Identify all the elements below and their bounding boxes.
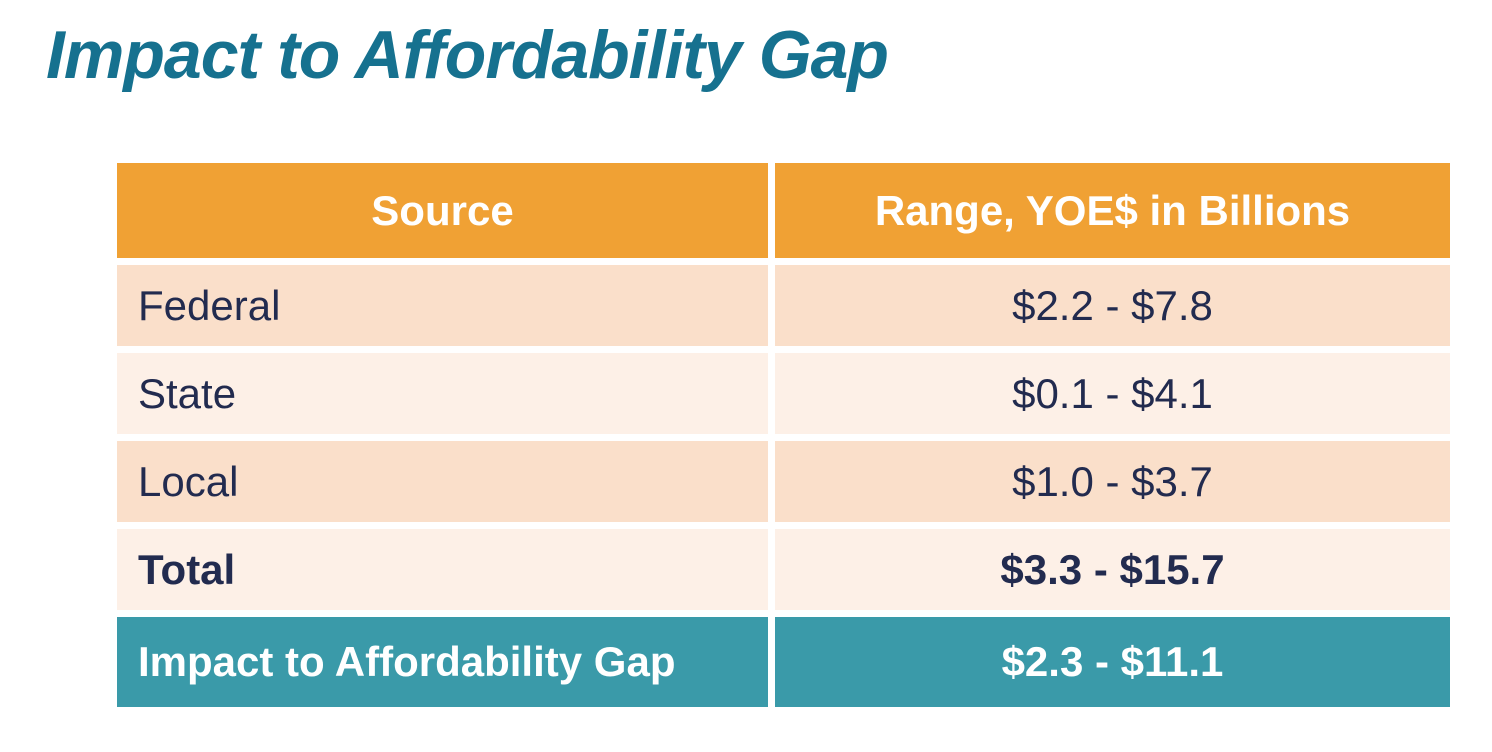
row-impact-source: Impact to Affordability Gap xyxy=(117,617,768,707)
affordability-gap-table: Source Range, YOE$ in Billions Federal $… xyxy=(117,163,1450,707)
row-federal-range: $2.2 - $7.8 xyxy=(775,265,1450,346)
row-local-range: $1.0 - $3.7 xyxy=(775,441,1450,522)
row-state-range: $0.1 - $4.1 xyxy=(775,353,1450,434)
row-federal-source: Federal xyxy=(117,265,768,346)
column-header-range: Range, YOE$ in Billions xyxy=(775,163,1450,258)
row-total-range: $3.3 - $15.7 xyxy=(775,529,1450,610)
column-header-source: Source xyxy=(117,163,768,258)
row-impact-range: $2.3 - $11.1 xyxy=(775,617,1450,707)
row-total-source: Total xyxy=(117,529,768,610)
slide-title: Impact to Affordability Gap xyxy=(46,17,889,93)
row-state-source: State xyxy=(117,353,768,434)
row-local-source: Local xyxy=(117,441,768,522)
